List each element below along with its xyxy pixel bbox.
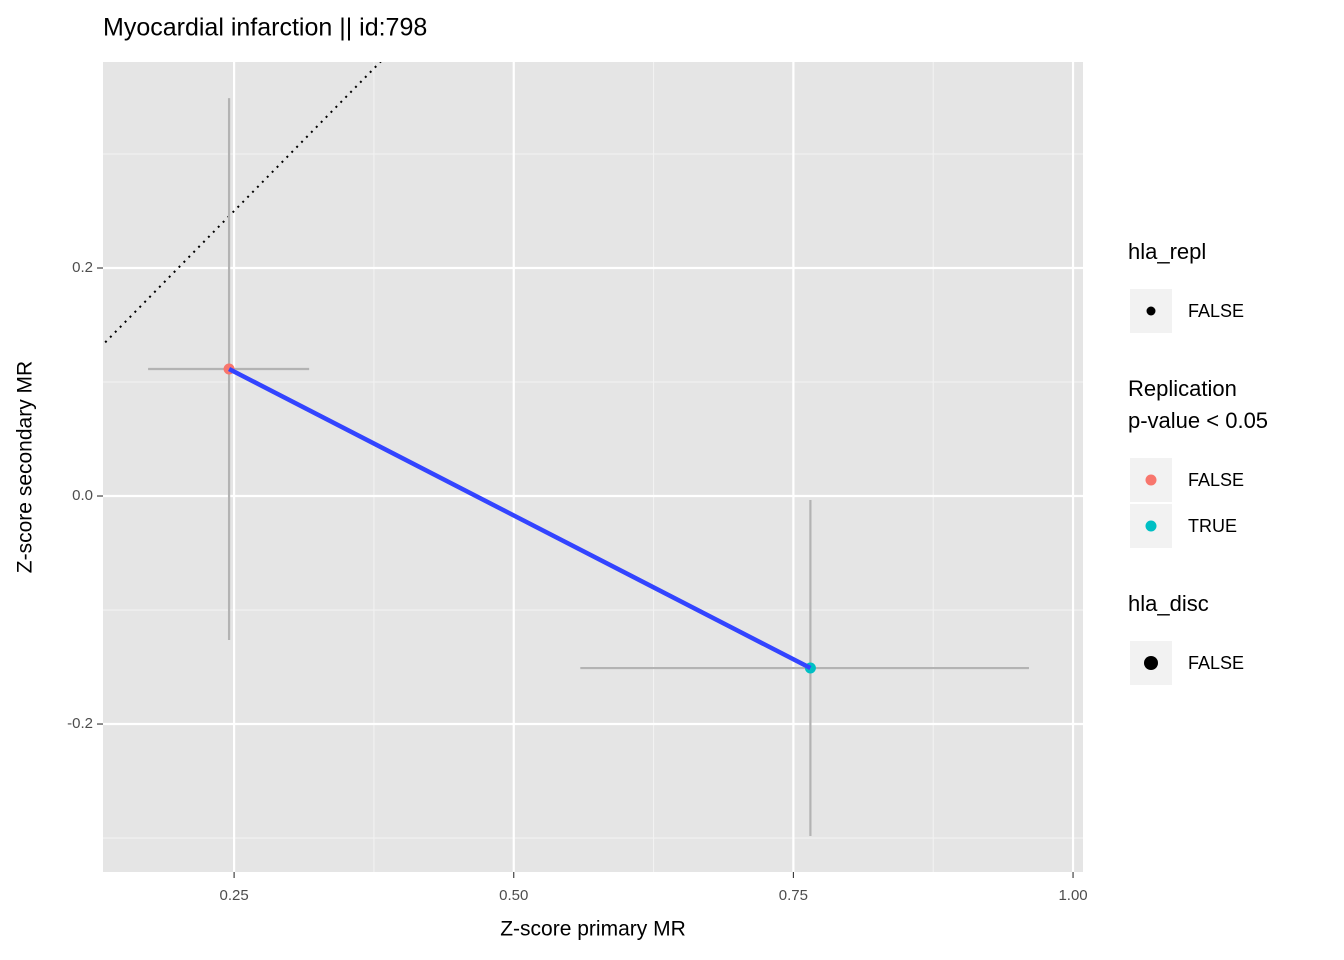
legend-title: hla_repl (1128, 239, 1206, 264)
legend-symbol (1145, 474, 1157, 486)
y-tick-label: 0.2 (72, 259, 93, 276)
legend-symbol (1144, 656, 1158, 670)
legend-symbol (1146, 306, 1156, 316)
x-axis-title: Z-score primary MR (500, 918, 686, 941)
legend-symbol (1145, 520, 1157, 532)
x-tick-label: 0.75 (779, 887, 808, 904)
legend-title: p-value < 0.05 (1128, 408, 1268, 433)
y-tick-label: -0.2 (67, 715, 93, 732)
fit-line (228, 367, 812, 671)
chart-title: Myocardial infarction || id:798 (103, 14, 427, 42)
plot-area (103, 62, 1083, 872)
y-tick-label: 0.0 (72, 487, 93, 504)
x-tick-label: 0.25 (219, 887, 248, 904)
legend-label: FALSE (1188, 301, 1244, 321)
legend-label: FALSE (1188, 653, 1244, 673)
legend-title: Replication (1128, 376, 1237, 401)
y-axis-title: Z-score secondary MR (14, 361, 37, 573)
x-tick-label: 0.50 (499, 887, 528, 904)
x-tick-label: 1.00 (1058, 887, 1087, 904)
legend-title: hla_disc (1128, 591, 1209, 616)
legend-label: TRUE (1188, 516, 1237, 536)
plot-panel (103, 62, 1083, 872)
legend-label: FALSE (1188, 470, 1244, 490)
